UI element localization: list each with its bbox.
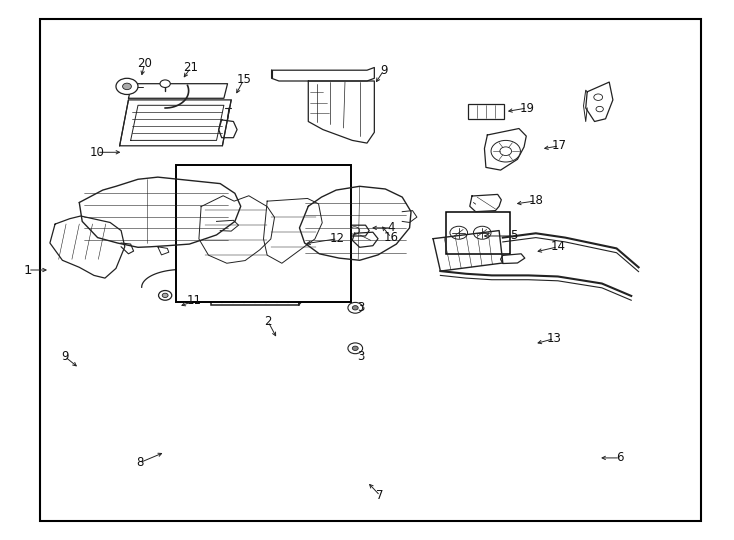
Circle shape — [491, 140, 520, 162]
Text: 19: 19 — [520, 102, 534, 114]
Text: 16: 16 — [384, 231, 399, 244]
Circle shape — [349, 227, 360, 234]
Text: 2: 2 — [264, 315, 272, 328]
Text: 12: 12 — [330, 232, 345, 245]
Text: 3: 3 — [357, 350, 365, 363]
Text: 20: 20 — [137, 57, 152, 70]
Circle shape — [348, 302, 363, 313]
Text: 14: 14 — [550, 240, 565, 253]
Text: 21: 21 — [184, 61, 198, 74]
Text: 15: 15 — [236, 73, 251, 86]
Text: 18: 18 — [528, 194, 543, 207]
Text: 6: 6 — [617, 451, 624, 464]
Circle shape — [500, 147, 512, 156]
Circle shape — [160, 80, 170, 87]
Text: 11: 11 — [187, 294, 202, 307]
Text: 9: 9 — [61, 350, 68, 363]
Circle shape — [159, 291, 172, 300]
Text: 13: 13 — [547, 332, 562, 345]
Bar — [40, 19, 701, 521]
Text: 1: 1 — [23, 264, 32, 276]
Circle shape — [594, 94, 603, 100]
Circle shape — [596, 106, 603, 112]
Bar — [446, 212, 510, 254]
Circle shape — [352, 306, 358, 310]
Circle shape — [116, 78, 138, 94]
Text: 4: 4 — [388, 221, 395, 234]
Text: 3: 3 — [357, 301, 365, 314]
Text: 8: 8 — [136, 456, 143, 469]
Bar — [211, 189, 299, 305]
Text: 17: 17 — [552, 139, 567, 152]
Text: 5: 5 — [510, 230, 517, 242]
Circle shape — [348, 343, 363, 354]
Text: 10: 10 — [90, 146, 104, 159]
Circle shape — [123, 83, 131, 90]
Text: 9: 9 — [380, 64, 388, 77]
Text: 7: 7 — [377, 489, 384, 502]
Circle shape — [473, 226, 491, 239]
Circle shape — [162, 293, 168, 298]
Circle shape — [450, 226, 468, 239]
Circle shape — [352, 346, 358, 350]
Bar — [468, 104, 504, 119]
Bar — [176, 165, 351, 302]
